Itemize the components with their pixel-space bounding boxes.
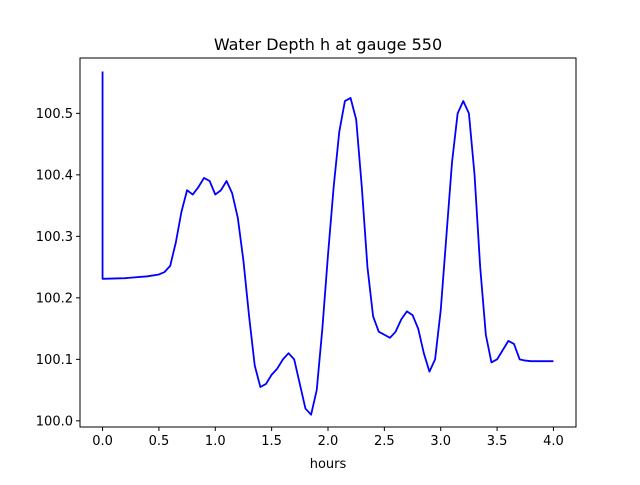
x-tick-label: 3.0: [430, 434, 451, 449]
x-tick-label: 2.5: [374, 434, 395, 449]
x-axis-ticks: 0.0 0.5 1.0 1.5 2.0 2.5 3.0 3.5 4.0: [92, 427, 564, 449]
series-line-0: [101, 71, 554, 416]
x-tick-label: 1.5: [261, 434, 282, 449]
x-axis-label: hours: [310, 457, 347, 472]
x-tick-label: 1.0: [205, 434, 226, 449]
y-tick-label: 100.2: [36, 291, 73, 306]
y-tick-label: 100.5: [36, 107, 73, 122]
y-tick-label: 100.4: [36, 168, 73, 183]
y-axis-ticks: 100.0 100.1 100.2 100.3 100.4 100.5: [36, 107, 80, 429]
x-tick-label: 0.5: [149, 434, 170, 449]
y-tick-label: 100.3: [36, 230, 73, 245]
y-tick-label: 100.0: [36, 414, 73, 429]
chart-title: Water Depth h at gauge 550: [214, 35, 442, 54]
x-tick-label: 3.5: [487, 434, 508, 449]
y-tick-label: 100.1: [36, 353, 73, 368]
x-tick-label: 4.0: [543, 434, 564, 449]
x-tick-label: 0.0: [92, 434, 113, 449]
x-tick-label: 2.0: [318, 434, 339, 449]
